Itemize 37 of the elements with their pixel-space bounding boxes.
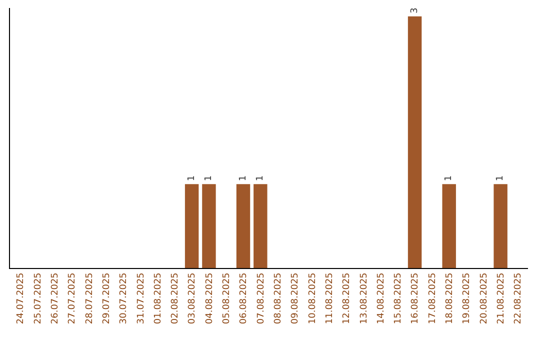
x-tick-label: 09.08.2025	[290, 272, 301, 324]
data-label: 1	[186, 175, 197, 182]
x-tick-label: 21.08.2025	[496, 272, 506, 324]
x-tick-label: 30.07.2025	[119, 272, 130, 324]
x-tick-label: 18.08.2025	[445, 272, 456, 324]
x-tick-label: 03.08.2025	[188, 272, 198, 324]
x-tick-label: 22.08.2025	[514, 272, 524, 324]
data-label: 1	[255, 175, 266, 182]
x-tick-label: 04.08.2025	[204, 272, 215, 324]
x-tick-label: 12.08.2025	[342, 272, 352, 324]
x-tick-label: 10.08.2025	[308, 272, 318, 324]
x-tick-label: 20.08.2025	[479, 272, 490, 324]
x-tick-label: 15.08.2025	[394, 272, 404, 324]
data-label: 1	[204, 175, 214, 182]
x-tick-label: 28.07.2025	[84, 272, 95, 324]
x-tick-label: 05.08.2025	[222, 272, 232, 324]
x-tick-label: 07.08.2025	[256, 272, 266, 324]
x-tick-label: 25.07.2025	[33, 272, 44, 324]
data-label: 1	[238, 175, 248, 182]
data-label: 3	[410, 8, 420, 14]
x-tick-label: 31.07.2025	[136, 272, 146, 324]
data-label: 1	[496, 175, 506, 182]
x-tick-label: 13.08.2025	[359, 272, 370, 324]
x-tick-label: 24.07.2025	[16, 272, 26, 324]
x-tick-label: 26.07.2025	[50, 272, 61, 324]
data-label: 1	[444, 175, 454, 182]
x-tick-label: 06.08.2025	[239, 272, 250, 324]
x-tick-label: 08.08.2025	[274, 272, 284, 324]
x-tick-label: 19.08.2025	[462, 272, 472, 324]
x-tick-label: 27.07.2025	[68, 272, 78, 324]
x-tick-label: 01.08.2025	[153, 272, 164, 324]
x-tick-label: 14.08.2025	[376, 272, 386, 324]
x-tick-label: 11.08.2025	[324, 272, 335, 324]
x-tick-label: 29.07.2025	[102, 272, 112, 324]
x-tick-label: 16.08.2025	[410, 272, 421, 324]
x-tick-label: 17.08.2025	[428, 272, 438, 324]
x-tick-label: 02.08.2025	[170, 272, 181, 324]
